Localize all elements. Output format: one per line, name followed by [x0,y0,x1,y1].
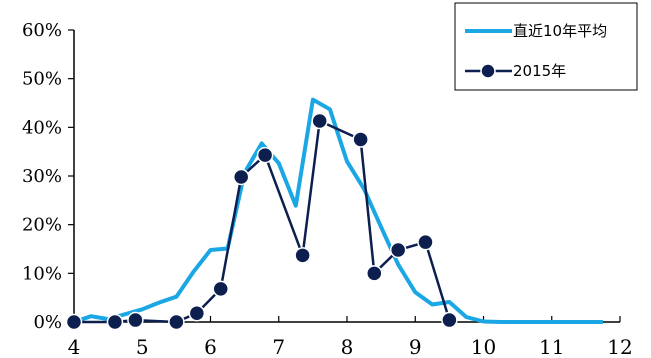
data-point-2015 [294,247,311,264]
x-tick-label: 6 [204,335,217,358]
x-tick-label: 12 [607,335,632,358]
x-tick-label: 10 [471,335,496,358]
y-ticks: 0% 10% 20% 30% 40% 50% 60% [22,20,74,333]
legend-label-average: 直近10年平均 [513,22,607,40]
data-point-2015 [188,304,206,322]
data-point-2015 [127,311,144,329]
y-tick-label: 30% [22,166,62,187]
data-point-2015 [212,280,229,298]
y-tick-label: 10% [22,263,62,284]
legend-marker-2015 [480,63,496,79]
data-point-2015 [65,313,83,331]
y-tick-label: 40% [22,117,62,138]
x-ticks: 4 5 6 7 8 9 10 11 12 [68,316,633,358]
data-point-2015 [352,131,369,148]
y-tick-label: 0% [33,312,62,333]
data-point-2015 [417,233,434,251]
data-point-2015 [232,168,250,186]
data-point-2015 [311,112,328,130]
x-tick-label: 7 [272,335,285,358]
x-tick-label: 9 [409,335,422,358]
y-tick-label: 50% [22,69,62,90]
y-tick-label: 20% [22,215,62,236]
data-point-2015 [389,241,407,259]
x-tick-label: 5 [136,335,149,358]
legend: 直近10年平均 2015年 [454,2,638,91]
y-tick-label: 60% [22,20,62,41]
data-point-2015 [256,146,274,164]
data-point-2015 [106,313,124,331]
data-point-2015 [168,313,185,331]
data-point-2015 [441,311,458,329]
x-tick-label: 8 [341,335,354,358]
series-layer [65,97,603,331]
x-tick-label: 4 [68,335,81,358]
series-line-average [73,97,603,324]
data-point-2015 [366,265,383,282]
legend-label-2015: 2015年 [513,62,566,80]
x-tick-label: 11 [539,335,564,358]
